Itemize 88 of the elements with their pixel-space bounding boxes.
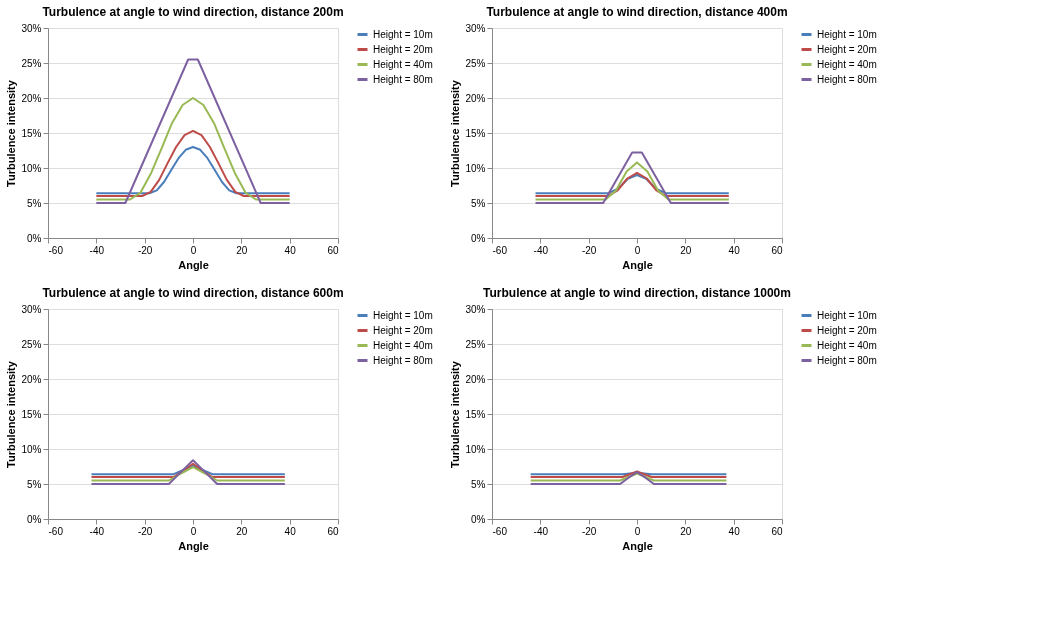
legend-label: Height = 80m bbox=[817, 354, 877, 366]
chart-title: Turbulence at angle to wind direction, distance 200m bbox=[42, 5, 344, 19]
x-axis-title: Angle bbox=[622, 258, 653, 271]
legend-label: Height = 80m bbox=[373, 354, 433, 366]
x-tick-label: 40 bbox=[284, 244, 297, 256]
x-tick-label: -40 bbox=[89, 244, 105, 256]
y-tick-label: 25% bbox=[21, 57, 42, 69]
chart-title: Turbulence at angle to wind direction, distance 600m bbox=[42, 286, 344, 300]
x-tick-label: -40 bbox=[89, 525, 105, 537]
x-tick-label: 60 bbox=[327, 244, 339, 256]
legend-label: Height = 10m bbox=[817, 309, 877, 321]
y-tick-label: 0% bbox=[27, 232, 42, 244]
y-tick-label: 15% bbox=[21, 408, 42, 420]
x-tick-label: -20 bbox=[137, 244, 153, 256]
x-tick-label: -60 bbox=[48, 244, 64, 256]
legend-label: Height = 80m bbox=[817, 73, 877, 85]
x-tick-label: -60 bbox=[48, 525, 64, 537]
legend-label: Height = 10m bbox=[373, 28, 433, 40]
line-series bbox=[95, 129, 291, 197]
y-tick-label: 15% bbox=[465, 408, 486, 420]
y-tick-label: 15% bbox=[465, 127, 486, 139]
legend-label: Height = 20m bbox=[373, 324, 433, 336]
x-tick-label: 60 bbox=[327, 525, 339, 537]
x-tick-label: 60 bbox=[771, 244, 783, 256]
y-tick-label: 20% bbox=[21, 373, 42, 385]
y-tick-label: 10% bbox=[21, 443, 42, 455]
x-axis-title: Angle bbox=[178, 258, 209, 271]
legend-label: Height = 20m bbox=[373, 43, 433, 55]
x-tick-label: -20 bbox=[137, 525, 153, 537]
legend-label: Height = 40m bbox=[817, 58, 877, 70]
x-tick-label: -20 bbox=[581, 525, 597, 537]
legend-label: Height = 10m bbox=[373, 309, 433, 321]
y-tick-label: 25% bbox=[465, 57, 486, 69]
x-tick-label: -60 bbox=[492, 244, 508, 256]
y-tick-label: 30% bbox=[465, 303, 486, 315]
chart-title: Turbulence at angle to wind direction, distance 1000m bbox=[483, 286, 791, 300]
x-tick-label: 40 bbox=[284, 525, 297, 537]
y-tick-label: 0% bbox=[27, 513, 42, 525]
y-axis-title: Turbulence intensity bbox=[449, 79, 462, 187]
x-tick-label: -40 bbox=[533, 525, 549, 537]
y-tick-label: 20% bbox=[21, 92, 42, 104]
y-tick-label: 20% bbox=[465, 373, 486, 385]
y-tick-label: 0% bbox=[471, 513, 486, 525]
y-tick-label: 5% bbox=[471, 478, 486, 490]
legend-label: Height = 20m bbox=[817, 324, 877, 336]
legend-label: Height = 40m bbox=[817, 339, 877, 351]
x-tick-label: 60 bbox=[771, 525, 783, 537]
x-tick-label: -40 bbox=[533, 244, 549, 256]
x-tick-label: 40 bbox=[728, 244, 741, 256]
legend-label: Height = 40m bbox=[373, 339, 433, 351]
x-axis-title: Angle bbox=[178, 539, 209, 552]
x-tick-label: 0 bbox=[190, 244, 197, 256]
line-series bbox=[95, 97, 291, 201]
y-axis-title: Turbulence intensity bbox=[5, 360, 18, 468]
y-tick-label: 10% bbox=[21, 162, 42, 174]
y-tick-label: 30% bbox=[21, 22, 42, 34]
x-tick-label: 40 bbox=[728, 525, 741, 537]
y-tick-label: 10% bbox=[465, 162, 486, 174]
x-tick-label: 20 bbox=[680, 525, 692, 537]
legend-label: Height = 10m bbox=[817, 28, 877, 40]
y-axis-title: Turbulence intensity bbox=[449, 360, 462, 468]
y-tick-label: 10% bbox=[465, 443, 486, 455]
y-tick-label: 0% bbox=[471, 232, 486, 244]
y-tick-label: 15% bbox=[21, 127, 42, 139]
y-tick-label: 20% bbox=[465, 92, 486, 104]
x-tick-label: 0 bbox=[634, 244, 641, 256]
y-tick-label: 5% bbox=[27, 197, 42, 209]
x-tick-label: 0 bbox=[190, 525, 197, 537]
line-series bbox=[95, 146, 291, 195]
y-tick-label: 5% bbox=[471, 197, 486, 209]
y-axis-title: Turbulence intensity bbox=[5, 79, 18, 187]
y-tick-label: 30% bbox=[21, 303, 42, 315]
y-tick-label: 5% bbox=[27, 478, 42, 490]
x-tick-label: 20 bbox=[680, 244, 692, 256]
legend-label: Height = 80m bbox=[373, 73, 433, 85]
y-tick-label: 25% bbox=[21, 338, 42, 350]
line-series bbox=[534, 161, 730, 201]
x-tick-label: 20 bbox=[236, 525, 248, 537]
x-tick-label: 20 bbox=[236, 244, 248, 256]
x-tick-label: -60 bbox=[492, 525, 508, 537]
x-axis-title: Angle bbox=[622, 539, 653, 552]
chart-title: Turbulence at angle to wind direction, distance 400m bbox=[486, 5, 788, 19]
x-tick-label: 0 bbox=[634, 525, 641, 537]
legend-label: Height = 20m bbox=[817, 43, 877, 55]
y-tick-label: 30% bbox=[465, 22, 486, 34]
legend-label: Height = 40m bbox=[373, 58, 433, 70]
y-tick-label: 25% bbox=[465, 338, 486, 350]
x-tick-label: -20 bbox=[581, 244, 597, 256]
